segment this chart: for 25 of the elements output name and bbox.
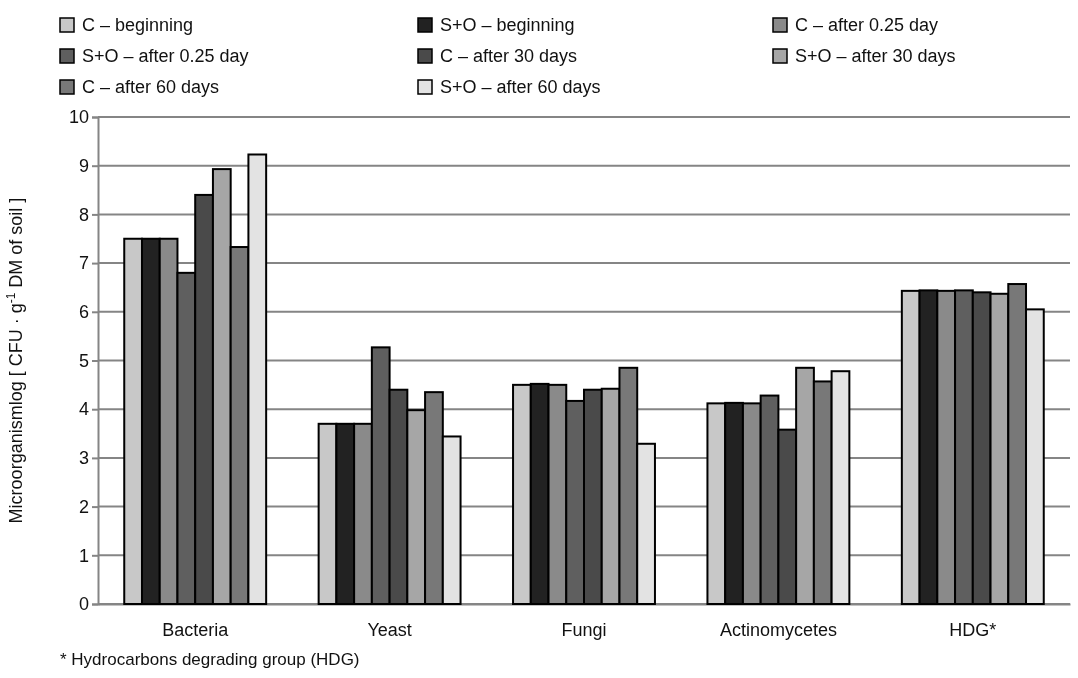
- legend-label: S+O – after 60 days: [440, 77, 601, 98]
- x-tick-label: HDG*: [949, 619, 997, 640]
- y-tick-label: 7: [78, 253, 89, 274]
- y-tick-label: 9: [78, 155, 89, 176]
- legend-label: C – after 0.25 day: [795, 15, 939, 36]
- legend-label: C – after 60 days: [82, 77, 220, 98]
- y-tick-label: 6: [78, 302, 89, 323]
- x-tick-label: Bacteria: [162, 619, 230, 640]
- y-tick-label: 2: [78, 496, 89, 517]
- x-tick-label: Fungi: [561, 619, 607, 640]
- legend-label: S+O – after 0.25 day: [82, 46, 249, 67]
- legend-label: C – beginning: [82, 15, 194, 36]
- x-tick-label: Yeast: [367, 619, 412, 640]
- legend-label: S+O – beginning: [440, 15, 575, 36]
- legend-label: S+O – after 30 days: [795, 46, 956, 67]
- y-tick-label: 3: [78, 448, 89, 469]
- x-tick-label: Actinomycetes: [719, 619, 837, 640]
- text: * Hydrocarbons degrading group (HDG): [60, 650, 360, 669]
- legend-label: C – after 30 days: [440, 46, 578, 67]
- y-tick-label: 8: [78, 204, 89, 225]
- y-tick-label: 4: [78, 399, 89, 420]
- y-tick-label: 10: [68, 107, 89, 128]
- y-tick-label: 1: [78, 545, 89, 566]
- y-tick-label: 5: [78, 350, 89, 371]
- y-tick-label: 0: [78, 594, 89, 615]
